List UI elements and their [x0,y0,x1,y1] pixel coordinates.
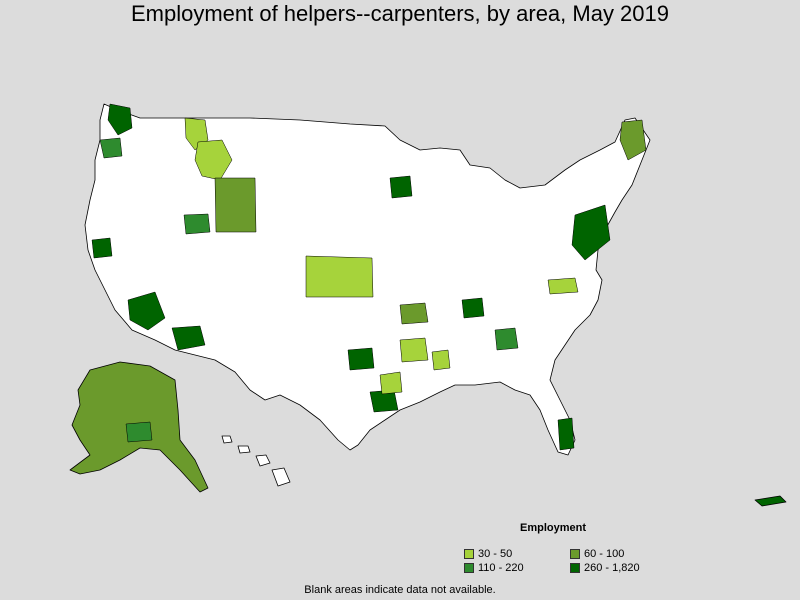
area-tucson [171,325,206,351]
area-mississippi [431,349,451,371]
area-virginia [547,277,579,295]
hawaii-island-2 [237,445,251,454]
area-missouri [399,302,429,325]
legend-swatch [464,549,474,559]
data-availability-note: Blank areas indicate data not available. [304,584,496,596]
area-atlanta [494,327,519,351]
legend-item-60-100: 60 - 100 [570,548,624,560]
legend-label: 60 - 100 [584,548,625,560]
area-dallas [347,347,375,371]
area-portland [99,137,123,159]
area-arkansas [399,337,429,363]
legend-label: 110 - 220 [478,562,524,574]
legend-swatch [570,549,580,559]
legend-swatch [570,563,580,573]
legend-swatch [464,563,474,573]
legend-title: Employment [520,522,587,534]
area-seattle [107,103,133,136]
hawaii-island-4 [271,467,291,487]
area-phoenix [127,291,166,331]
puerto-rico [754,495,787,507]
legend-label: 260 - 1,820 [584,562,640,574]
area-minneapolis [389,175,413,199]
area-northeast-corridor [571,204,611,261]
hawaii-island-3 [255,454,271,467]
area-nashville [461,297,485,319]
area-louisiana [379,371,403,395]
hawaii-island-1 [221,435,233,444]
area-alaska-anchorage [125,421,153,443]
area-sf-bay [91,237,113,259]
legend-item-260-1820: 260 - 1,820 [570,562,640,574]
area-florida-east [557,417,575,451]
area-kansas [305,255,374,298]
area-maine [619,119,647,161]
map-title: Employment of helpers--carpenters, by ar… [130,1,670,26]
legend-item-110-220: 110 - 220 [464,562,524,574]
legend-label: 30 - 50 [478,548,513,560]
legend-item-30-50: 30 - 50 [464,548,512,560]
area-denver [183,213,211,235]
area-wyoming [214,177,257,233]
